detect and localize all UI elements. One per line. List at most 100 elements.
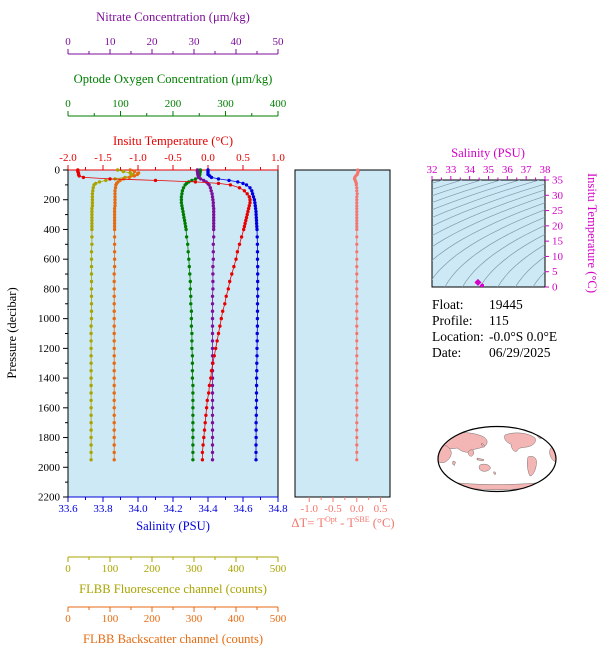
isopycnal-line — [432, 209, 545, 280]
trace-fluorescence-point — [89, 435, 93, 440]
pressure-tick-label: 0 — [55, 165, 61, 177]
float-info-block: Float: 19445 Profile: 115 Location: -0.0°S … — [432, 297, 557, 361]
trace-delta-t-point — [355, 216, 359, 220]
trace-temperature-point — [200, 450, 205, 455]
trace-oxygen-point — [190, 361, 195, 365]
trace-delta-t-point — [355, 192, 359, 196]
trace-oxygen-point — [189, 309, 194, 313]
trace-delta-t-point — [355, 294, 359, 298]
trace-nitrate-point — [210, 302, 215, 306]
trace-nitrate-point — [210, 450, 215, 455]
trace-temperature-point — [228, 279, 232, 284]
trace-temperature-point — [207, 383, 212, 388]
temperature-axis-title: Insitu Temperature (°C) — [113, 134, 233, 148]
trace-salinity-point — [256, 294, 260, 298]
trace-backscatter-point — [128, 168, 132, 172]
trace-oxygen-point — [191, 413, 195, 417]
pressure-tick-label: 1200 — [38, 343, 61, 355]
temperature-axis-tick-label: -0.5 — [164, 152, 182, 164]
isopycnal-line — [515, 256, 545, 287]
trace-fluorescence-point — [115, 168, 120, 172]
info-date-label: Date: — [432, 345, 462, 360]
trace-nitrate-point — [211, 279, 215, 284]
trace-delta-t-point — [355, 331, 359, 336]
trace-backscatter-point — [112, 309, 116, 313]
pressure-tick-label: 400 — [44, 224, 61, 236]
trace-salinity-point — [253, 206, 258, 211]
trace-nitrate-point — [210, 339, 215, 343]
trace-oxygen-point — [183, 224, 188, 229]
pressure-tick-label: 2200 — [38, 492, 61, 504]
trace-salinity-point — [253, 204, 257, 208]
trace-nitrate-point — [211, 250, 215, 254]
trace-nitrate-point — [210, 458, 215, 462]
trace-salinity-point — [255, 257, 260, 261]
fluorescence-axis-tick-label: 300 — [186, 563, 203, 575]
trace-fluorescence-point — [128, 171, 132, 175]
trace-oxygen-point — [179, 201, 184, 205]
trace-oxygen-point — [189, 316, 194, 321]
trace-fluorescence-point — [89, 391, 93, 395]
trace-fluorescence-point — [89, 316, 94, 321]
trace-salinity-point — [254, 212, 258, 217]
trace-salinity-point — [241, 181, 245, 186]
trace-salinity-point — [255, 339, 259, 343]
trace-salinity-point — [251, 195, 256, 199]
temperature-axis-tick-label: -1.5 — [94, 152, 112, 164]
info-profile-value: 115 — [489, 313, 509, 328]
trace-temperature-point — [244, 215, 249, 220]
isopycnal-line — [432, 180, 540, 218]
salinity-axis-tick-label: 33.8 — [93, 503, 113, 515]
trace-backscatter-point — [112, 264, 117, 269]
trace-delta-t-point — [355, 302, 359, 306]
trace-backscatter-point — [112, 294, 116, 298]
trace-delta-t-point — [355, 406, 359, 410]
trace-backscatter-point — [112, 224, 117, 229]
trace-temperature-point — [108, 177, 112, 181]
trace-salinity-point — [250, 192, 255, 196]
trace-backscatter-point — [113, 204, 117, 208]
trace-nitrate-point — [210, 428, 215, 432]
trace-oxygen-point — [184, 227, 188, 232]
trace-temperature-point — [235, 250, 240, 254]
trace-salinity-point — [256, 264, 260, 269]
trace-oxygen-point — [193, 177, 198, 181]
trace-salinity-point — [254, 443, 258, 447]
trace-fluorescence-point — [90, 235, 94, 239]
trace-temperature-point — [204, 406, 209, 410]
trace-nitrate-point — [199, 177, 203, 181]
trace-nitrate-point — [212, 224, 216, 229]
trace-backscatter-point — [112, 413, 116, 417]
temperature-axis-tick-label: -1.0 — [129, 152, 147, 164]
trace-salinity-point — [256, 272, 260, 276]
oxygen-axis-tick-label: 100 — [112, 98, 129, 110]
salinity-axis-tick-label: 34.8 — [268, 503, 288, 515]
trace-temperature-point — [209, 376, 213, 380]
trace-oxygen-point — [191, 406, 195, 410]
trace-backscatter-point — [112, 361, 116, 365]
trace-delta-t-point — [355, 224, 359, 229]
trace-salinity-point — [236, 180, 240, 184]
isopycnal-line — [432, 180, 520, 211]
trace-fluorescence-point — [89, 428, 93, 432]
trace-oxygen-point — [191, 435, 195, 440]
isopycnal-line — [432, 195, 545, 248]
trace-salinity-point — [255, 309, 260, 313]
trace-salinity-point — [256, 287, 260, 291]
trace-backscatter-point — [132, 169, 137, 174]
trace-salinity-point — [255, 227, 259, 232]
trace-oxygen-point — [183, 221, 187, 226]
trace-oxygen-point — [181, 212, 186, 217]
info-location-value: -0.0°S 0.0°E — [489, 329, 558, 344]
trace-delta-t-point — [355, 210, 359, 214]
trace-backscatter-point — [112, 391, 116, 395]
trace-nitrate-point — [210, 421, 215, 425]
trace-temperature-point — [215, 339, 219, 343]
trace-salinity-point — [255, 369, 259, 373]
trace-delta-t-point — [355, 324, 359, 328]
nitrate-axis-tick-label: 50 — [273, 36, 285, 48]
delta-t-label-sup-sbe: SBE — [354, 515, 370, 524]
trace-delta-t-point — [355, 413, 359, 417]
trace-fluorescence-point — [91, 189, 95, 193]
map-land — [476, 457, 485, 462]
